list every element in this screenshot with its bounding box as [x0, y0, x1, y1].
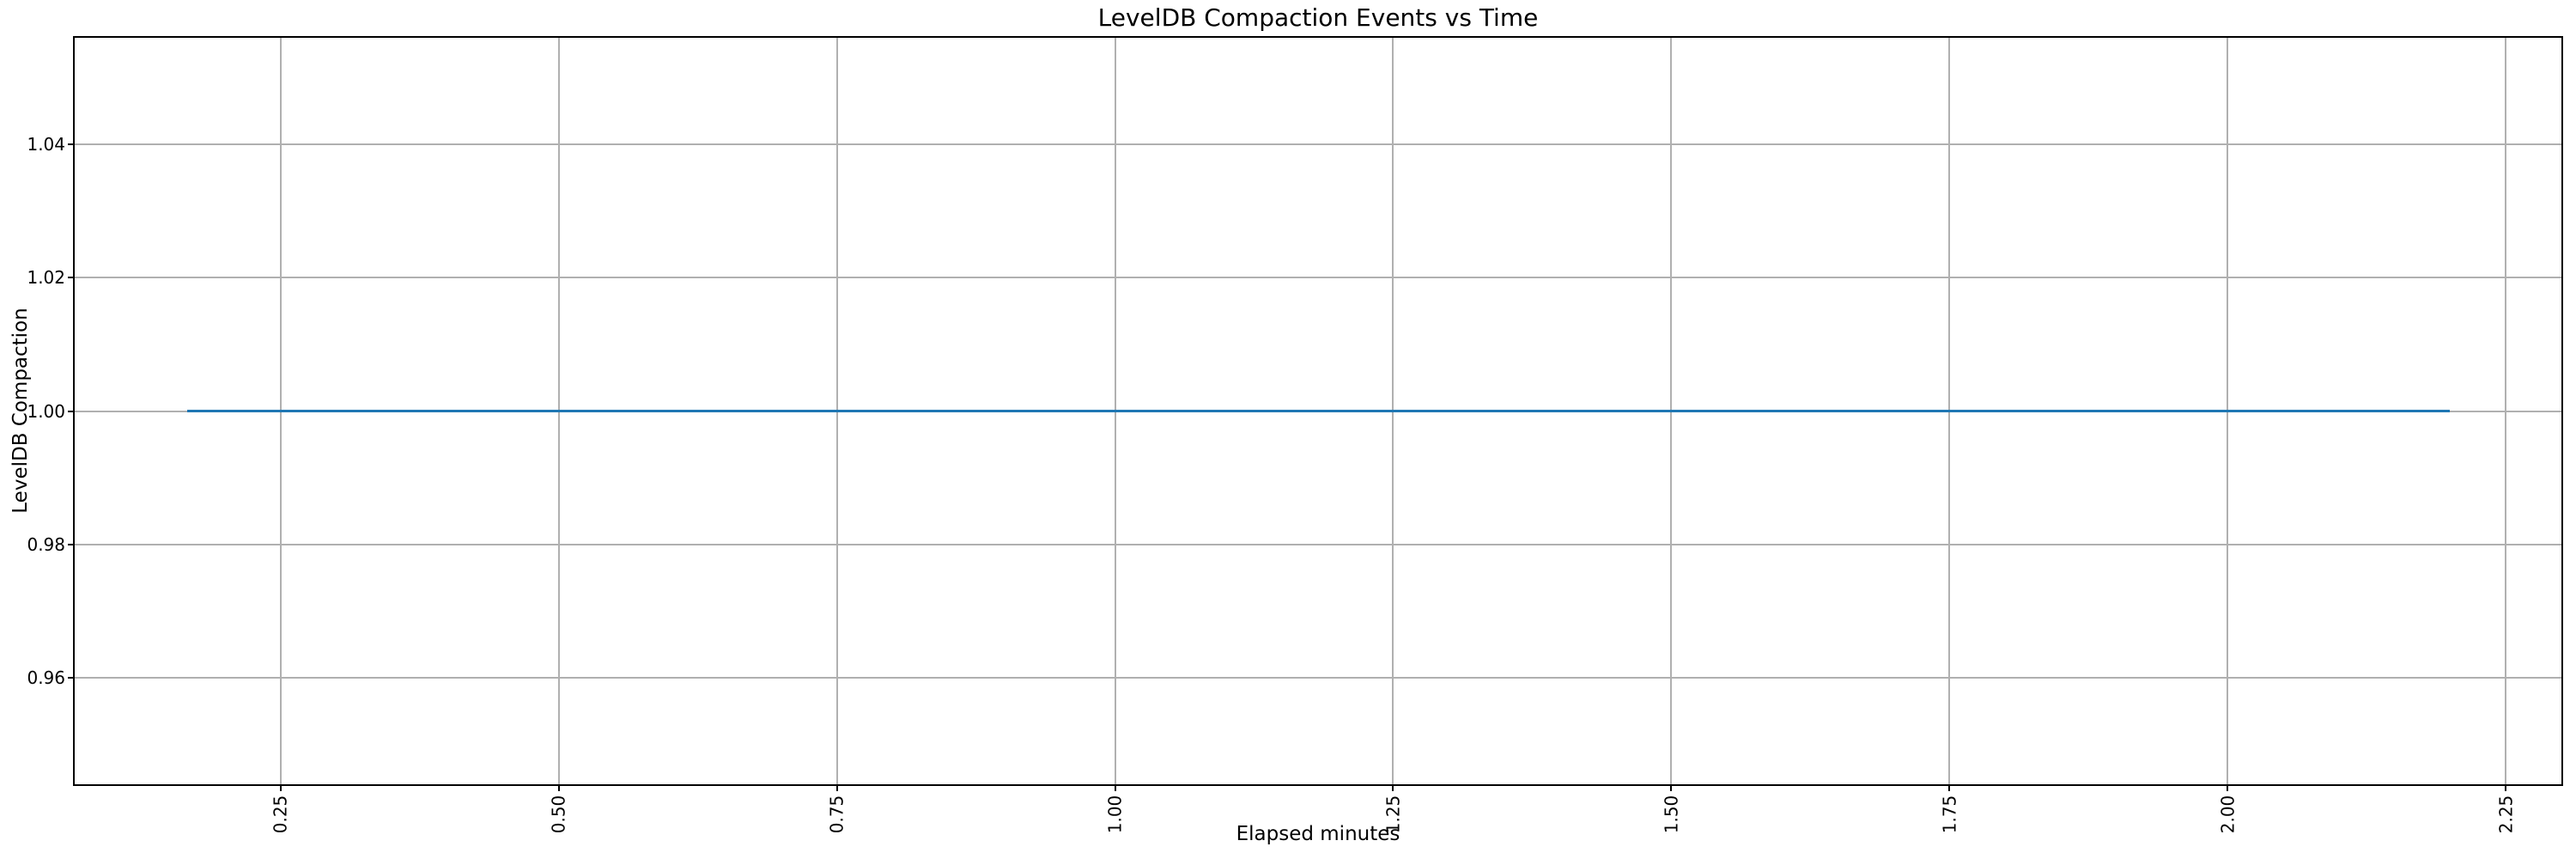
- x-tick-label-text: 1.00: [1104, 795, 1126, 834]
- x-tick-label: 2.25: [2494, 792, 2517, 837]
- x-tick-mark: [1948, 784, 1951, 791]
- x-tick-mark: [279, 784, 282, 791]
- x-tick-label: 1.50: [1660, 792, 1682, 837]
- x-tick-label: 0.50: [548, 792, 570, 837]
- y-tick-mark: [68, 676, 75, 679]
- y-tick-mark: [68, 277, 75, 279]
- x-tick-mark: [557, 784, 560, 791]
- y-tick-label: 0.98: [27, 533, 65, 555]
- x-tick-label: 1.25: [1382, 792, 1404, 837]
- plot-area: [73, 36, 2563, 786]
- x-tick-mark: [835, 784, 838, 791]
- x-tick-label-text: 0.50: [548, 795, 569, 834]
- x-tick-mark: [1392, 784, 1394, 791]
- y-tick-label: 1.02: [27, 267, 65, 289]
- x-tick-label: 1.00: [1104, 792, 1127, 837]
- y-gridline: [75, 277, 2561, 279]
- x-tick-label: 0.25: [270, 792, 292, 837]
- y-tick-mark: [68, 143, 75, 146]
- x-tick-mark: [2505, 784, 2507, 791]
- y-tick-mark: [68, 543, 75, 545]
- y-gridline: [75, 543, 2561, 545]
- x-axis-label: Elapsed minutes: [1236, 823, 1400, 845]
- x-tick-mark: [2227, 784, 2229, 791]
- x-tick-mark: [1114, 784, 1116, 791]
- x-tick-label-text: 2.25: [2495, 795, 2517, 834]
- x-tick-label: 0.75: [826, 792, 848, 837]
- chart-title: LevelDB Compaction Events vs Time: [1097, 3, 1539, 32]
- x-tick-label: 1.75: [1938, 792, 1960, 837]
- y-gridline: [75, 676, 2561, 679]
- y-tick-label: 1.04: [27, 134, 65, 155]
- x-tick-label-text: 2.00: [2217, 795, 2239, 834]
- x-tick-mark: [1670, 784, 1673, 791]
- x-tick-label-text: 1.25: [1382, 795, 1404, 834]
- x-tick-label-text: 1.50: [1661, 795, 1682, 834]
- x-tick-label-text: 1.75: [1939, 795, 1960, 834]
- x-tick-label-text: 0.25: [270, 795, 291, 834]
- x-tick-label-text: 0.75: [826, 795, 848, 834]
- y-tick-label: 1.00: [27, 400, 65, 422]
- y-tick-label: 0.96: [27, 667, 65, 688]
- y-tick-mark: [68, 410, 75, 412]
- data-line: [186, 410, 2451, 412]
- y-gridline: [75, 143, 2561, 146]
- x-tick-label: 2.00: [2216, 792, 2239, 837]
